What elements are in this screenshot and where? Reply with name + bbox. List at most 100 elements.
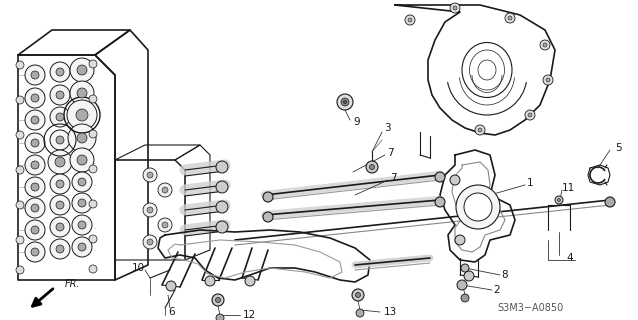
Circle shape (408, 18, 412, 22)
Circle shape (25, 88, 45, 108)
Circle shape (31, 161, 39, 169)
Circle shape (56, 245, 64, 253)
Circle shape (216, 314, 224, 320)
Circle shape (31, 116, 39, 124)
Circle shape (48, 150, 72, 174)
Circle shape (546, 78, 550, 82)
Circle shape (78, 178, 86, 186)
Circle shape (50, 130, 70, 150)
Text: S3M3−A0850: S3M3−A0850 (497, 303, 563, 313)
Circle shape (555, 196, 563, 204)
Text: 13: 13 (383, 307, 397, 317)
Circle shape (25, 110, 45, 130)
Circle shape (508, 16, 512, 20)
Circle shape (25, 220, 45, 240)
Circle shape (78, 221, 86, 229)
Circle shape (50, 107, 70, 127)
Circle shape (50, 85, 70, 105)
Circle shape (558, 198, 561, 202)
Circle shape (337, 94, 353, 110)
Text: 11: 11 (561, 183, 575, 193)
Circle shape (72, 237, 92, 257)
Circle shape (56, 113, 64, 121)
Circle shape (263, 192, 273, 202)
Circle shape (143, 235, 157, 249)
Circle shape (405, 15, 415, 25)
Circle shape (143, 168, 157, 182)
Circle shape (435, 197, 445, 207)
Circle shape (16, 236, 24, 244)
Circle shape (450, 175, 460, 185)
Circle shape (89, 95, 97, 103)
Text: 6: 6 (168, 307, 175, 317)
Circle shape (16, 96, 24, 104)
Circle shape (77, 133, 87, 143)
Circle shape (25, 242, 45, 262)
Circle shape (56, 136, 64, 144)
Circle shape (31, 183, 39, 191)
Circle shape (31, 71, 39, 79)
Circle shape (50, 195, 70, 215)
Circle shape (72, 193, 92, 213)
Circle shape (162, 222, 168, 228)
Circle shape (355, 292, 360, 298)
Text: FR.: FR. (64, 279, 80, 289)
Circle shape (70, 148, 94, 172)
Text: 12: 12 (242, 310, 256, 320)
Circle shape (56, 223, 64, 231)
Circle shape (450, 3, 460, 13)
Circle shape (162, 187, 168, 193)
Circle shape (147, 172, 153, 178)
Circle shape (56, 180, 64, 188)
Circle shape (352, 289, 364, 301)
Circle shape (67, 100, 97, 130)
Circle shape (216, 161, 228, 173)
Circle shape (25, 177, 45, 197)
Circle shape (216, 201, 228, 213)
Circle shape (540, 40, 550, 50)
Circle shape (89, 165, 97, 173)
Circle shape (216, 181, 228, 193)
Circle shape (605, 197, 615, 207)
Circle shape (464, 271, 474, 281)
Circle shape (78, 199, 86, 207)
Circle shape (72, 172, 92, 192)
Circle shape (72, 215, 92, 235)
Circle shape (369, 164, 375, 170)
Circle shape (16, 131, 24, 139)
Circle shape (89, 130, 97, 138)
Circle shape (16, 61, 24, 69)
Circle shape (435, 172, 445, 182)
Circle shape (89, 265, 97, 273)
Circle shape (31, 248, 39, 256)
Circle shape (528, 113, 532, 117)
Circle shape (50, 62, 70, 82)
Circle shape (147, 207, 153, 213)
Circle shape (70, 81, 94, 105)
Circle shape (31, 204, 39, 212)
Circle shape (158, 183, 172, 197)
Circle shape (343, 100, 346, 103)
Circle shape (31, 94, 39, 102)
Circle shape (543, 43, 547, 47)
Circle shape (25, 65, 45, 85)
Circle shape (356, 309, 364, 317)
Circle shape (16, 201, 24, 209)
Circle shape (70, 58, 94, 82)
Circle shape (56, 68, 64, 76)
Text: 3: 3 (383, 123, 390, 133)
Circle shape (78, 243, 86, 251)
Circle shape (475, 125, 485, 135)
Circle shape (77, 65, 87, 75)
Circle shape (25, 133, 45, 153)
Circle shape (263, 212, 273, 222)
Circle shape (461, 294, 469, 302)
Circle shape (25, 155, 45, 175)
Text: 7: 7 (390, 173, 396, 183)
Circle shape (68, 124, 96, 152)
Circle shape (31, 226, 39, 234)
Circle shape (455, 235, 465, 245)
Circle shape (341, 98, 349, 106)
Circle shape (212, 294, 224, 306)
Circle shape (505, 13, 515, 23)
